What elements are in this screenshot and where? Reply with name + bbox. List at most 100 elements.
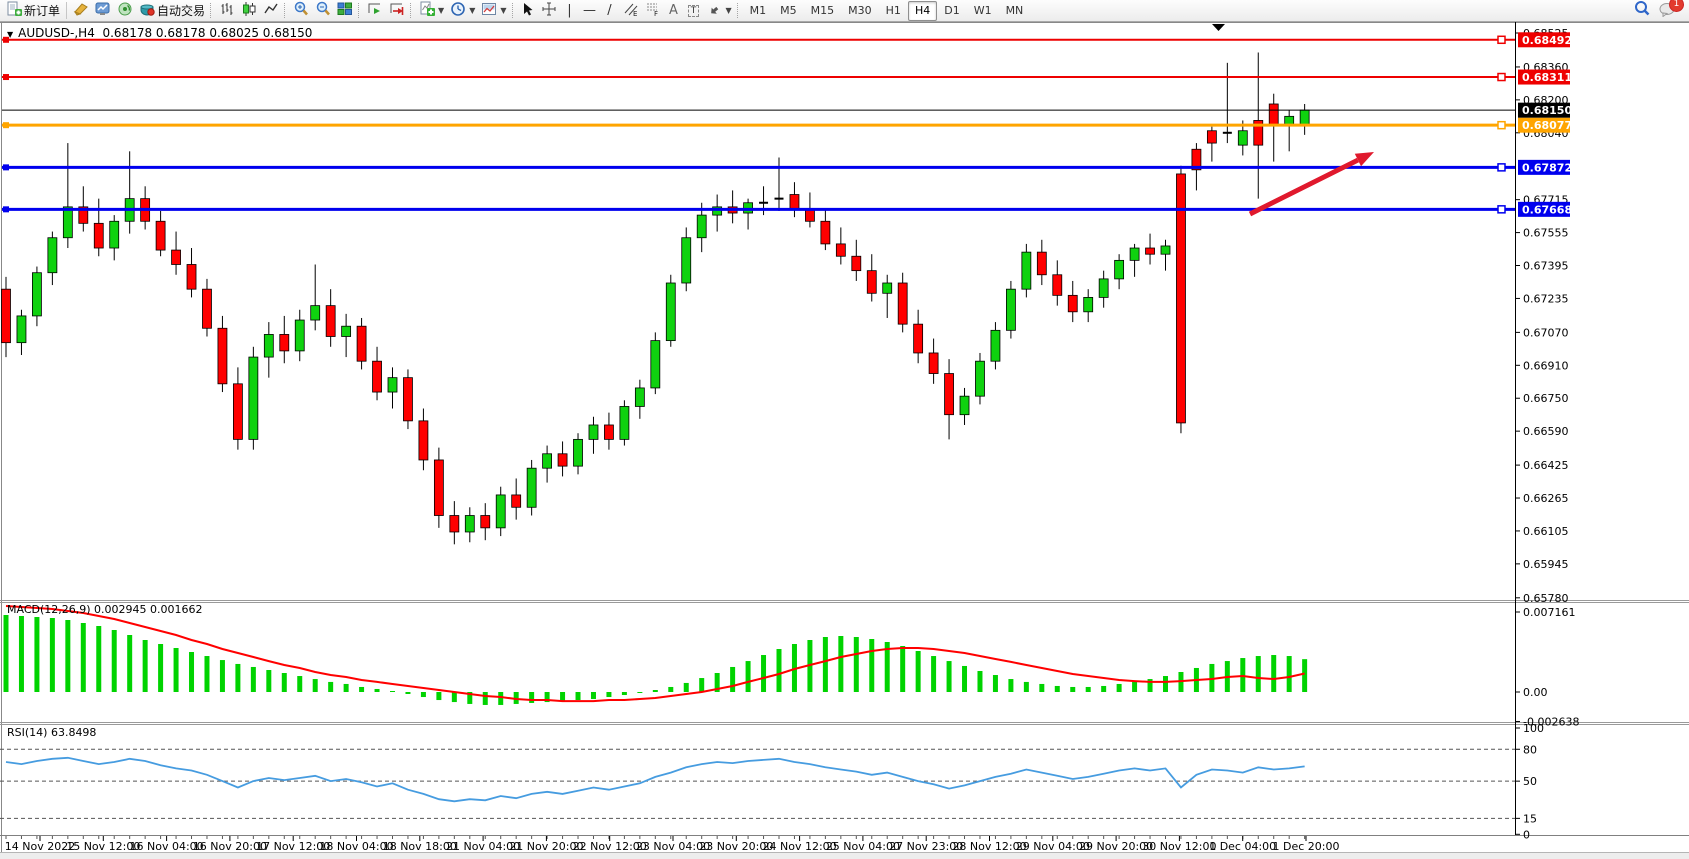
trendline-button[interactable]: / xyxy=(600,1,620,21)
candle-body xyxy=(851,255,862,272)
hline-left-handle[interactable] xyxy=(3,36,9,43)
text-button[interactable]: A xyxy=(664,1,684,21)
candle-body xyxy=(511,494,522,508)
profile-button[interactable] xyxy=(70,1,92,21)
time-axis-label: 22 Nov 12:00 xyxy=(573,840,647,853)
horizontal-line-button[interactable]: — xyxy=(580,1,600,21)
profile-icon xyxy=(73,1,89,20)
hline-price-label-box xyxy=(1518,201,1570,217)
templates-button[interactable]: ▼ xyxy=(478,1,509,21)
timeframe-button-m30[interactable]: M30 xyxy=(848,4,872,17)
cursor-button[interactable] xyxy=(518,1,538,21)
candle-body xyxy=(1299,109,1310,125)
candle-body xyxy=(217,327,228,385)
trend-arrow-head[interactable] xyxy=(1354,152,1374,167)
candle-body xyxy=(418,420,429,461)
indicators-button[interactable]: ▼ xyxy=(416,1,447,21)
chart-menu-dropdown-icon[interactable]: ▼ xyxy=(7,30,14,39)
vertical-line-icon: | xyxy=(567,3,572,18)
line-chart-button[interactable] xyxy=(260,1,282,21)
timeframe-button-d1[interactable]: D1 xyxy=(944,4,960,17)
candle-doji xyxy=(1222,131,1232,134)
zoom-in-icon xyxy=(293,1,309,20)
vertical-line-button[interactable]: | xyxy=(560,1,580,21)
chart-shift-marker[interactable] xyxy=(1212,24,1225,31)
auto-scroll-icon xyxy=(367,1,383,20)
chart-shift-button[interactable] xyxy=(386,1,408,21)
candle-body xyxy=(588,424,599,440)
candle-body xyxy=(310,305,321,321)
cursor-icon xyxy=(521,2,535,20)
timeframe-button-m15[interactable]: M15 xyxy=(810,4,835,17)
price-tick-label: 0.67555 xyxy=(1523,227,1569,240)
hline-right-handle[interactable] xyxy=(1497,120,1506,130)
bar-chart-icon xyxy=(219,1,235,20)
candlestick-button[interactable] xyxy=(238,1,260,21)
rsi-tick-label: 80 xyxy=(1523,743,1537,756)
candle-body xyxy=(619,406,630,440)
arrows-button[interactable]: ▼ xyxy=(704,1,735,21)
hline-right-handle[interactable] xyxy=(1497,163,1506,172)
candle-body xyxy=(1052,274,1063,296)
indicators-icon xyxy=(419,1,436,20)
chart-ohlc-values: 0.68178 0.68178 0.68025 0.68150 xyxy=(102,26,313,40)
fibonacci-button[interactable]: F xyxy=(642,1,664,21)
candle-body xyxy=(232,383,243,440)
hline-right-handle[interactable] xyxy=(1497,205,1506,214)
price-tick-label: 0.66265 xyxy=(1523,492,1569,505)
candle-body xyxy=(897,282,908,325)
equidistant-channel-button[interactable]: E xyxy=(620,1,642,21)
candle-body xyxy=(464,515,475,533)
zoom-out-button[interactable] xyxy=(312,1,334,21)
tile-windows-button[interactable] xyxy=(334,1,356,21)
signal-button[interactable] xyxy=(114,1,136,21)
periods-button[interactable]: ▼ xyxy=(447,1,478,21)
bar-chart-button[interactable] xyxy=(216,1,238,21)
new-order-button[interactable]: 新订单 xyxy=(3,1,63,21)
candle-body xyxy=(789,194,800,210)
timeframe-button-m1[interactable]: M1 xyxy=(749,4,767,17)
candle-body xyxy=(341,325,352,337)
trend-arrow-line[interactable] xyxy=(1248,157,1360,217)
text-label-button[interactable]: T xyxy=(684,1,704,21)
time-axis-label: 18 Nov 04:00 xyxy=(319,840,393,853)
hline-left-handle[interactable] xyxy=(3,122,9,129)
candle-body xyxy=(155,220,166,251)
candle-body xyxy=(1098,278,1109,298)
candle-body xyxy=(928,352,939,374)
notifications-button[interactable]: 1 xyxy=(1659,0,1684,21)
timeframe-button-mn[interactable]: MN xyxy=(1005,4,1024,17)
hline-left-handle[interactable] xyxy=(3,74,9,81)
terminal-button[interactable] xyxy=(92,1,114,21)
auto-trading-button[interactable]: 自动交易 xyxy=(136,1,208,21)
candle-body xyxy=(604,424,614,440)
zoom-in-button[interactable] xyxy=(290,1,312,21)
current-price-label-box xyxy=(1518,102,1570,118)
candle-body xyxy=(959,395,970,416)
hline-left-handle[interactable] xyxy=(3,206,9,213)
timeframe-button-h4[interactable]: H4 xyxy=(907,0,938,21)
candle-body xyxy=(1284,115,1295,125)
candle-body xyxy=(387,377,398,393)
candle-body xyxy=(279,334,290,352)
svg-text:F: F xyxy=(654,10,658,17)
crosshair-icon xyxy=(541,1,557,20)
search-icon[interactable] xyxy=(1633,0,1651,22)
timeframe-button-w1[interactable]: W1 xyxy=(973,4,992,17)
timeframe-button-h1[interactable]: H1 xyxy=(885,4,901,17)
time-axis-label: 1 Dec 04:00 xyxy=(1209,840,1276,853)
candle-body xyxy=(1145,247,1155,255)
crosshair-button[interactable] xyxy=(538,1,560,21)
chart-title[interactable]: ▼ AUDUSD-,H4 0.68178 0.68178 0.68025 0.68… xyxy=(7,26,312,40)
new-order-icon xyxy=(6,1,22,20)
time-axis-label: 18 Nov 18:00 xyxy=(383,840,457,853)
auto-scroll-button[interactable] xyxy=(364,1,386,21)
candle-body xyxy=(835,243,846,257)
hline-right-handle[interactable] xyxy=(1497,35,1506,45)
hline-right-handle[interactable] xyxy=(1497,72,1506,82)
hline-left-handle[interactable] xyxy=(3,164,9,171)
rsi-line xyxy=(5,756,1305,803)
timeframe-button-m5[interactable]: M5 xyxy=(780,4,797,17)
candle-body xyxy=(557,453,568,467)
